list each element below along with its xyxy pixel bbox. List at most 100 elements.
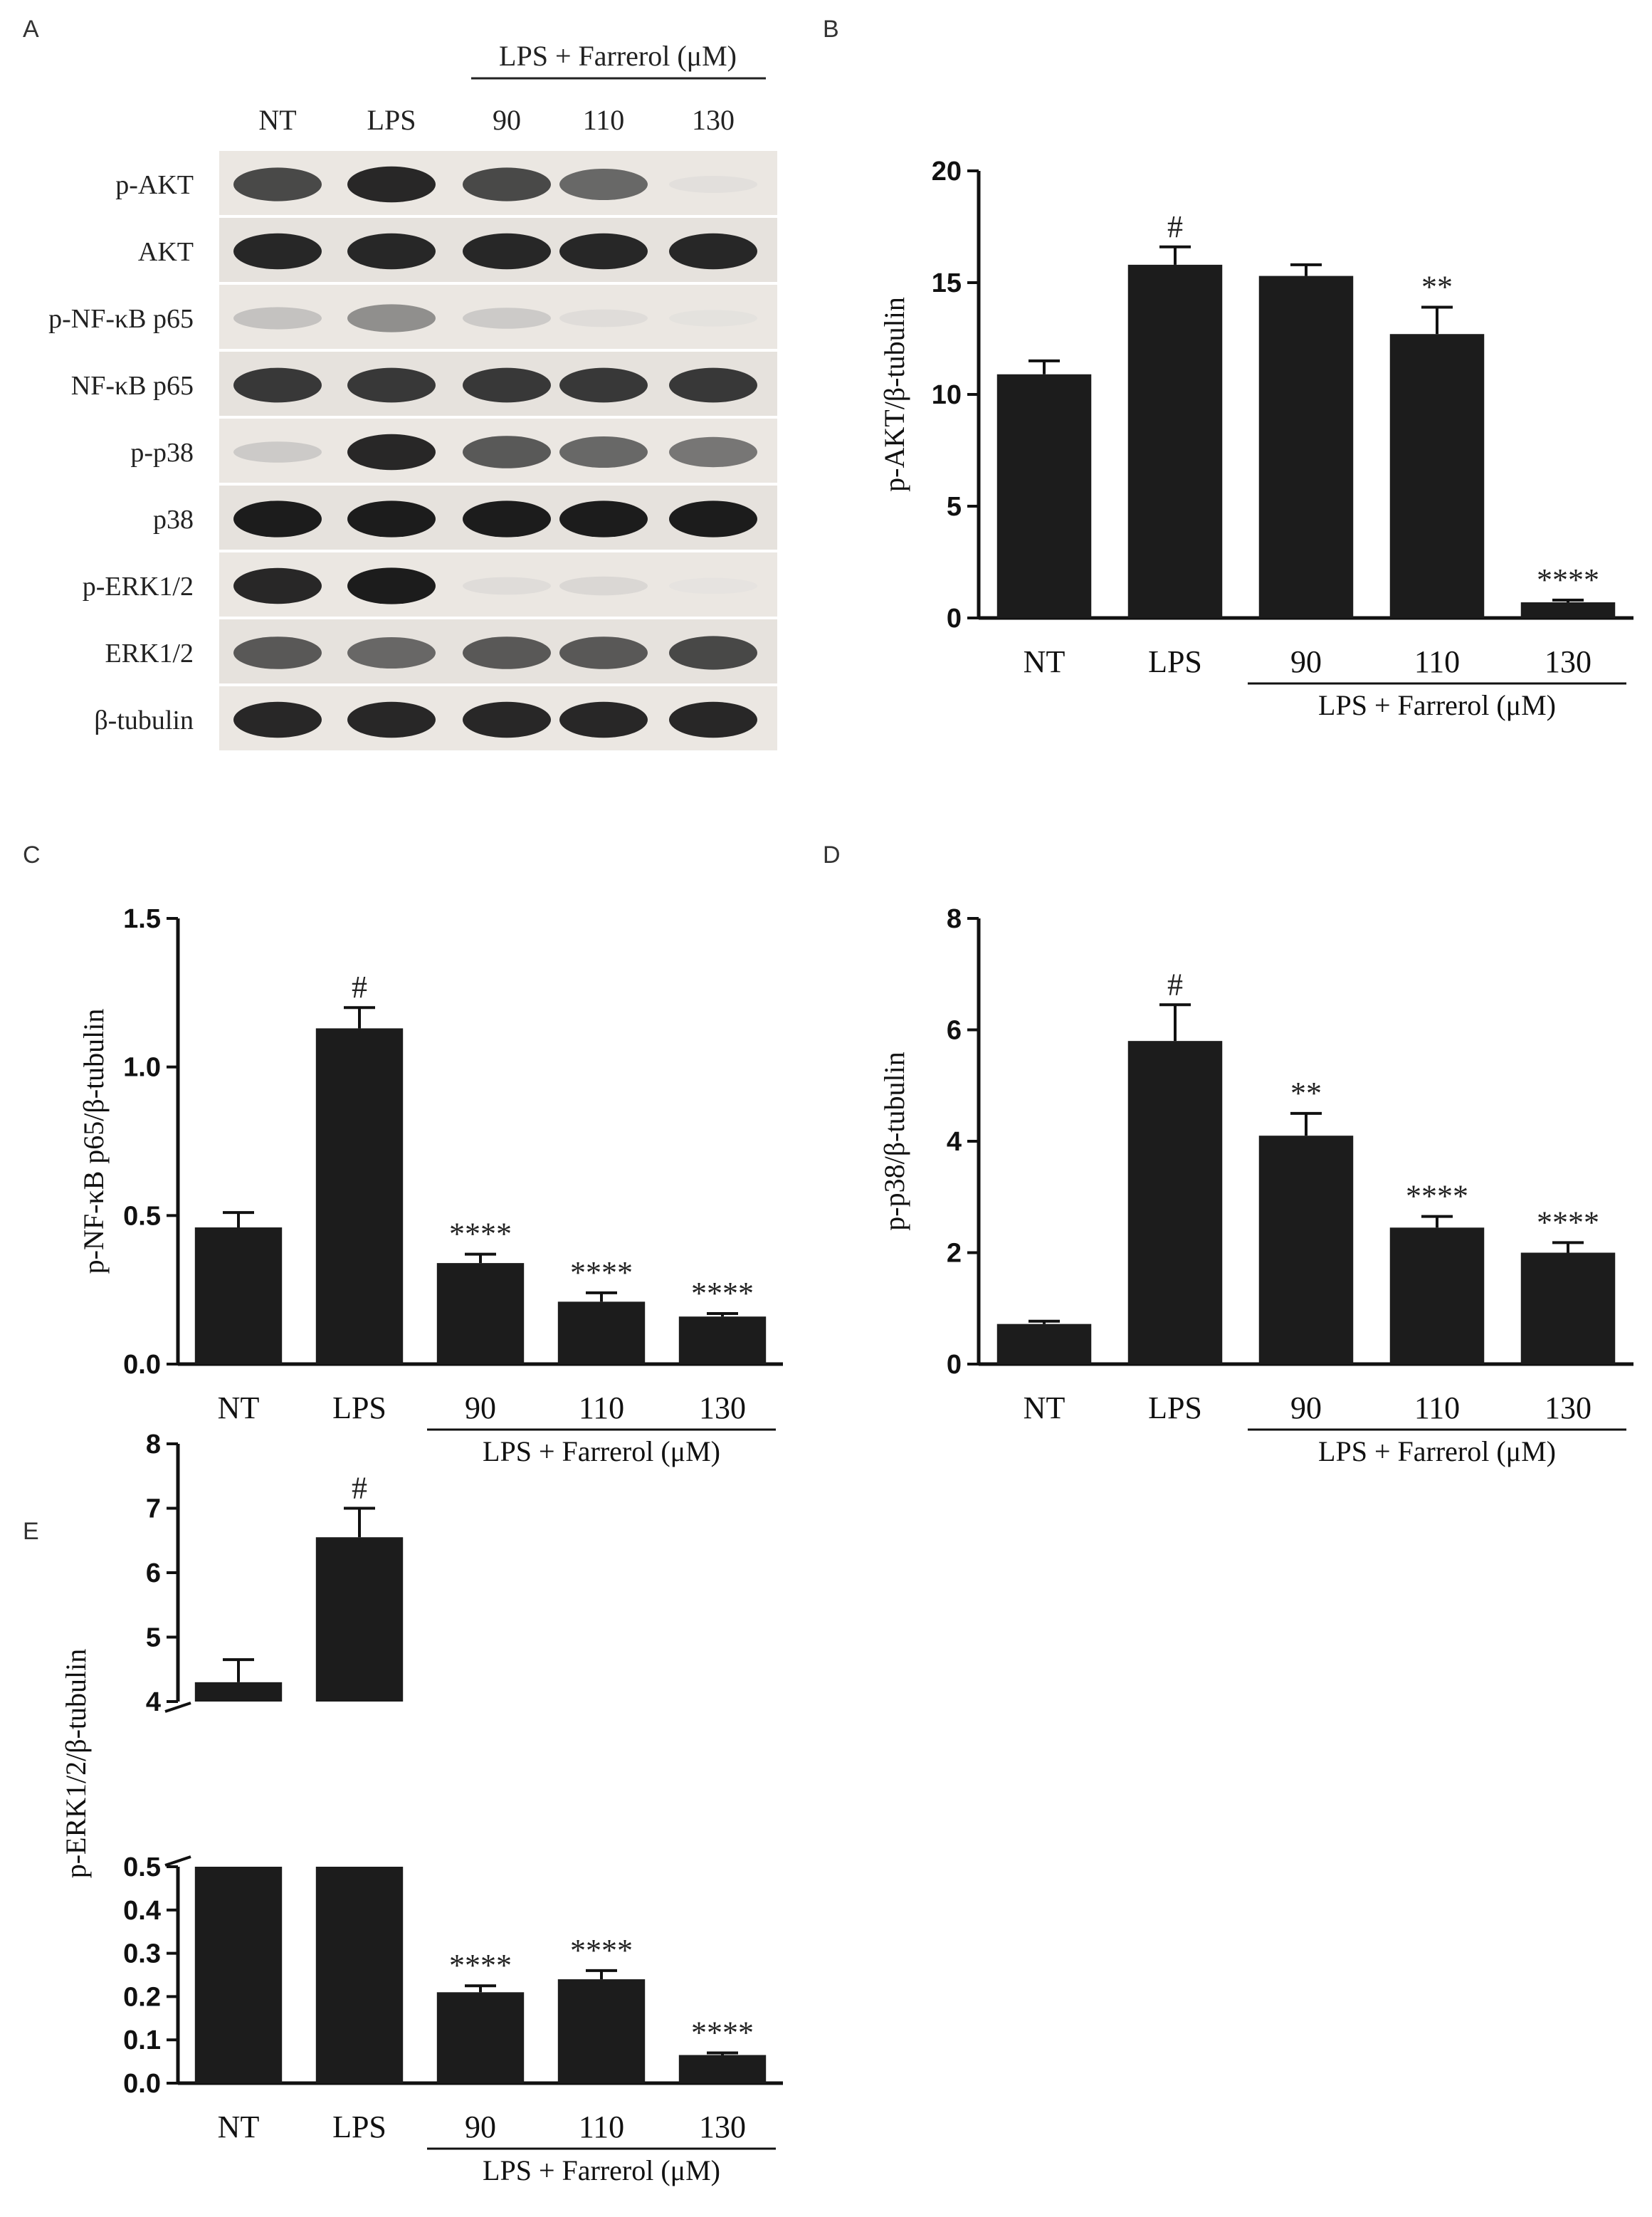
- blot-band: [347, 233, 436, 270]
- chart-panel-d: 0 2 4 6 8 NT # LPS ** 90 **** 110 **** 130 LPS + Farre…: [878, 904, 1633, 1467]
- significance-annotation: #: [352, 970, 367, 1005]
- blot-band: [463, 500, 551, 538]
- blot-lane-label: 110: [583, 104, 625, 136]
- blot-lane-label: 90: [493, 104, 521, 136]
- blot-row-label: AKT: [138, 237, 194, 267]
- panel-letter-b: B: [823, 16, 839, 43]
- blot-band: [669, 500, 757, 538]
- significance-annotation: ****: [1406, 1179, 1468, 1214]
- y-tick-label: 8: [947, 904, 962, 934]
- x-tick-label: 110: [579, 1390, 624, 1425]
- blot-band: [669, 577, 757, 594]
- blot-band: [559, 636, 648, 669]
- group-label: LPS + Farrerol (μM): [1318, 1435, 1556, 1467]
- y-tick-label: 4: [146, 1687, 161, 1717]
- western-blot-panel: LPS + Farrerol (μM) NT LPS 90 110 130 p-AKT A…: [48, 40, 777, 750]
- y-tick-label: 5: [947, 492, 962, 522]
- bar: [194, 1227, 283, 1364]
- x-tick-label: 90: [1290, 1390, 1322, 1425]
- blot-band: [669, 233, 757, 270]
- blot-band: [233, 233, 322, 270]
- bar: [1258, 1136, 1354, 1364]
- blot-band: [559, 576, 648, 596]
- y-tick-label: 0: [947, 1350, 962, 1380]
- chart-panel-c: 0.0 0.5 1.0 1.5 NT # LPS **** 90 **** 110 **** 130 LP…: [78, 904, 783, 1467]
- blot-lane-label: LPS: [367, 104, 416, 136]
- bar: [1127, 264, 1223, 618]
- y-tick-label: 6: [947, 1016, 962, 1046]
- x-tick-label: LPS: [332, 2109, 386, 2144]
- blot-band: [463, 436, 551, 468]
- y-axis-label: p-NF-κB p65/β-tubulin: [78, 1009, 110, 1274]
- y-tick-label: 2: [947, 1239, 962, 1269]
- blot-band: [463, 577, 551, 595]
- y-tick-label: 10: [932, 380, 962, 410]
- blot-band: [463, 167, 551, 201]
- blot-row-label: NF-κB p65: [71, 371, 194, 401]
- bar: [436, 1263, 525, 1364]
- blot-header: LPS + Farrerol (μM): [499, 40, 737, 72]
- blot-band: [347, 304, 436, 332]
- y-tick-label: 0.2: [123, 1982, 161, 2012]
- y-axis-label: p-AKT/β-tubulin: [878, 297, 910, 492]
- blot-band: [669, 636, 757, 670]
- x-tick-label: 110: [1414, 1390, 1460, 1425]
- x-tick-label: LPS: [332, 1390, 386, 1425]
- blot-band: [669, 310, 757, 327]
- bar: [996, 374, 1092, 618]
- panel-letter-c: C: [23, 842, 41, 869]
- bar: [1389, 334, 1485, 618]
- blot-band: [559, 500, 648, 538]
- blot-band: [559, 367, 648, 403]
- y-tick-label: 1.0: [123, 1053, 161, 1083]
- significance-annotation: #: [1167, 209, 1183, 244]
- y-tick-label: 15: [932, 268, 962, 298]
- blot-band: [463, 233, 551, 270]
- y-axis-label: p-p38/β-tubulin: [878, 1052, 910, 1230]
- blot-band: [233, 307, 322, 330]
- blot-row-label: p-ERK1/2: [83, 572, 194, 602]
- y-tick-label: 0.4: [123, 1896, 161, 1926]
- y-tick-label: 1.5: [123, 904, 161, 934]
- blot-lane-label: 130: [692, 104, 735, 136]
- blot-band: [669, 701, 757, 738]
- x-tick-label: NT: [1024, 644, 1066, 679]
- bar: [436, 1992, 525, 2083]
- bar: [678, 1316, 767, 1364]
- blot-band: [463, 308, 551, 329]
- bar-lower-segment: [315, 1867, 404, 2083]
- x-tick-label: 90: [1290, 644, 1322, 679]
- blot-band: [347, 701, 436, 738]
- significance-annotation: ****: [570, 1933, 633, 1968]
- bar: [1127, 1041, 1223, 1364]
- bar: [678, 2055, 767, 2083]
- blot-row-label: ERK1/2: [105, 639, 194, 669]
- x-tick-label: 110: [579, 2109, 624, 2144]
- blot-band: [233, 636, 322, 669]
- blot-band: [233, 701, 322, 738]
- chart-panel-e: 0.0 0.1 0.2 0.3 0.4 0.5 4 5 6 7 8 NT # LPS **** 90 **** 1…: [60, 1430, 783, 2186]
- x-tick-label: 90: [465, 1390, 496, 1425]
- bar: [1520, 602, 1616, 618]
- significance-annotation: ****: [1537, 1205, 1599, 1239]
- panel-letter-a: A: [23, 16, 39, 43]
- x-tick-label: LPS: [1148, 1390, 1202, 1425]
- y-tick-label: 20: [932, 157, 962, 187]
- blot-band: [559, 309, 648, 327]
- significance-annotation: ****: [570, 1255, 633, 1290]
- y-tick-label: 7: [146, 1494, 161, 1524]
- significance-annotation: ****: [691, 2015, 754, 2050]
- blot-band: [559, 169, 648, 200]
- panel-letter-d: D: [823, 842, 841, 869]
- bar: [557, 1301, 646, 1364]
- bar: [315, 1028, 404, 1364]
- y-tick-label: 0: [947, 604, 962, 634]
- blot-band: [463, 636, 551, 669]
- x-tick-label: LPS: [1148, 644, 1202, 679]
- blot-band: [347, 637, 436, 669]
- significance-annotation: ****: [449, 1948, 512, 1983]
- bar-upper-segment: [194, 1682, 283, 1702]
- group-label: LPS + Farrerol (μM): [483, 1435, 720, 1467]
- bar-lower-segment: [194, 1867, 283, 2083]
